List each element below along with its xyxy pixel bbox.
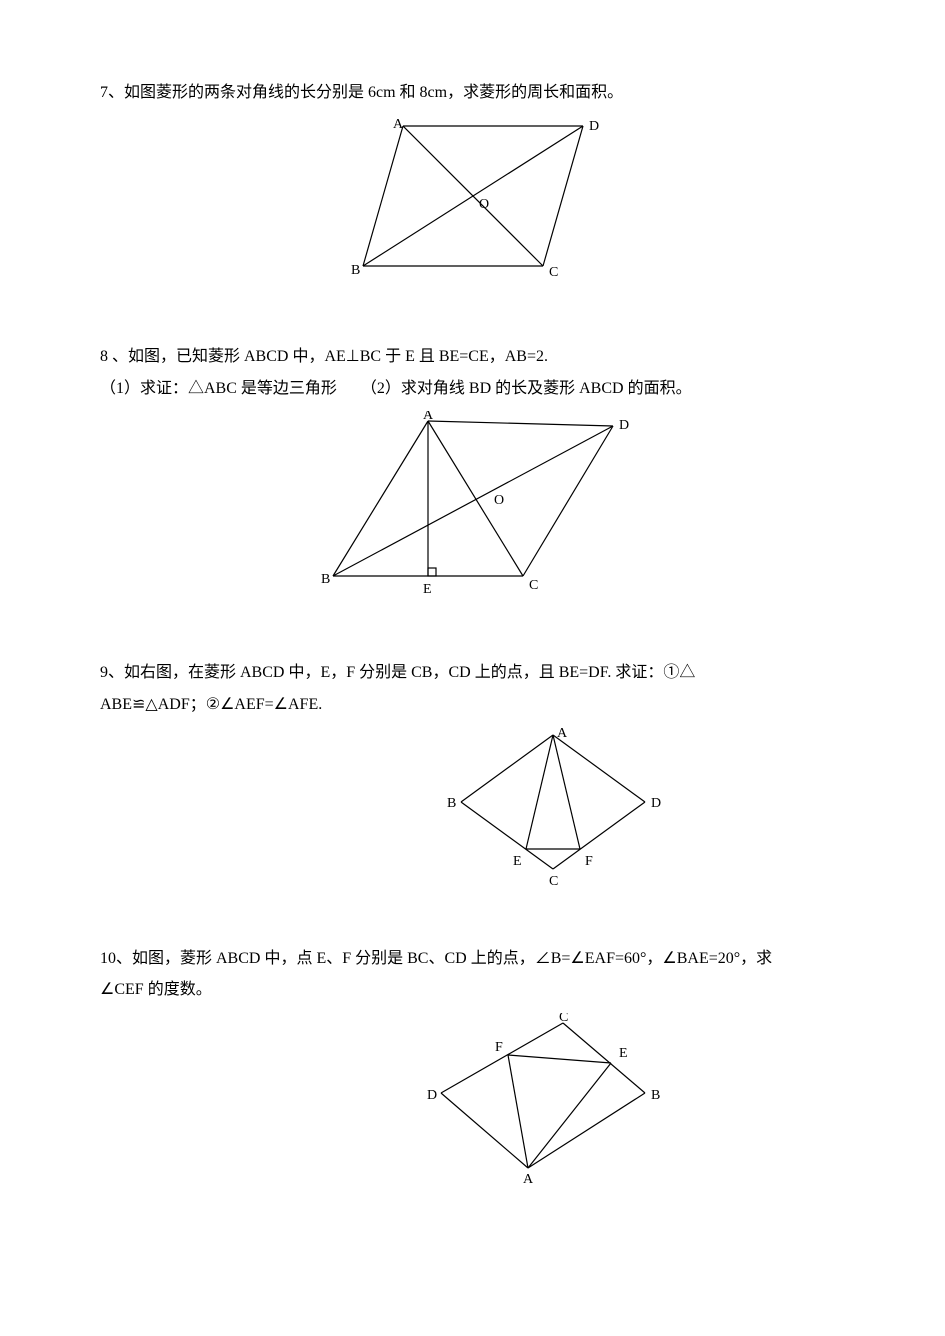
problem-10-text-2: ∠CEF 的度数。 bbox=[100, 977, 845, 1003]
vertex-label-B: B bbox=[651, 1088, 660, 1103]
problem-9-figure: A B D C E F bbox=[443, 727, 663, 887]
edge-C-D bbox=[553, 802, 645, 869]
vertex-label-O: O bbox=[494, 493, 504, 508]
edge-B-D bbox=[363, 126, 583, 266]
problem-10-text-1: 10、如图，菱形 ABCD 中，点 E、F 分别是 BC、CD 上的点，∠B=∠… bbox=[100, 946, 845, 972]
problem-9-text-1: 9、如右图，在菱形 ABCD 中，E，F 分别是 CB，CD 上的点，且 BE=… bbox=[100, 660, 845, 686]
problem-7-text: 7、如图菱形的两条对角线的长分别是 6cm 和 8cm，求菱形的周长和面积。 bbox=[100, 80, 845, 106]
problem-7-figure-wrap: A D B C O bbox=[100, 116, 845, 295]
problem-8-text-1: 8 、如图，已知菱形 ABCD 中，AE⊥BC 于 E 且 BE=CE，AB=2… bbox=[100, 344, 845, 370]
vertex-label-E: E bbox=[423, 582, 432, 597]
vertex-label-F: F bbox=[585, 854, 593, 869]
vertex-label-D: D bbox=[651, 796, 661, 811]
problem-8: 8 、如图，已知菱形 ABCD 中，AE⊥BC 于 E 且 BE=CE，AB=2… bbox=[100, 344, 845, 610]
vertex-label-C: C bbox=[559, 1013, 568, 1025]
problem-10-figure-wrap: C F E D B A bbox=[100, 1013, 845, 1192]
problem-10-figure: C F E D B A bbox=[423, 1013, 663, 1183]
vertex-label-A: A bbox=[393, 117, 404, 132]
problem-7: 7、如图菱形的两条对角线的长分别是 6cm 和 8cm，求菱形的周长和面积。 A… bbox=[100, 80, 845, 294]
vertex-label-A: A bbox=[557, 727, 568, 741]
vertex-label-O: O bbox=[479, 197, 489, 212]
vertex-label-A: A bbox=[423, 411, 434, 423]
vertex-label-B: B bbox=[351, 263, 360, 278]
vertex-label-D: D bbox=[589, 119, 599, 134]
problem-8-figure: A D B C E O bbox=[313, 411, 633, 601]
edge-B-A bbox=[528, 1093, 645, 1168]
edge-A-D bbox=[428, 421, 613, 426]
edge-B-A bbox=[333, 421, 428, 576]
vertex-label-C: C bbox=[549, 874, 558, 887]
edge-A-C bbox=[428, 421, 523, 576]
vertex-label-B: B bbox=[321, 572, 330, 587]
vertex-label-C: C bbox=[529, 578, 538, 593]
edge-A-F bbox=[508, 1055, 528, 1168]
edge-D-C bbox=[523, 426, 613, 576]
vertex-label-A: A bbox=[523, 1172, 534, 1183]
problem-8-text-2: （1）求证：△ABC 是等边三角形 （2）求对角线 BD 的长及菱形 ABCD … bbox=[100, 376, 845, 402]
edge-A-E bbox=[528, 1063, 611, 1168]
vertex-label-E: E bbox=[619, 1046, 628, 1061]
edge-B-C bbox=[461, 802, 553, 869]
right-angle-icon bbox=[428, 568, 436, 576]
vertex-label-B: B bbox=[447, 796, 456, 811]
vertex-label-E: E bbox=[513, 854, 522, 869]
edge-F-E bbox=[508, 1055, 611, 1063]
problem-10: 10、如图，菱形 ABCD 中，点 E、F 分别是 BC、CD 上的点，∠B=∠… bbox=[100, 946, 845, 1192]
vertex-label-F: F bbox=[495, 1040, 503, 1055]
problem-9-text-2: ABE≌△ADF；②∠AEF=∠AFE. bbox=[100, 692, 845, 718]
page: 7、如图菱形的两条对角线的长分别是 6cm 和 8cm，求菱形的周长和面积。 A… bbox=[0, 0, 945, 1336]
vertex-label-D: D bbox=[427, 1088, 437, 1103]
problem-8-figure-wrap: A D B C E O bbox=[100, 411, 845, 610]
edge-A-D bbox=[441, 1093, 528, 1168]
edge-C-B bbox=[563, 1023, 645, 1093]
problem-9-figure-wrap: A B D C E F bbox=[100, 727, 845, 896]
vertex-label-D: D bbox=[619, 418, 629, 433]
vertex-label-C: C bbox=[549, 265, 558, 280]
edge-B-D bbox=[333, 426, 613, 576]
problem-7-figure: A D B C O bbox=[343, 116, 603, 286]
problem-9: 9、如右图，在菱形 ABCD 中，E，F 分别是 CB，CD 上的点，且 BE=… bbox=[100, 660, 845, 896]
